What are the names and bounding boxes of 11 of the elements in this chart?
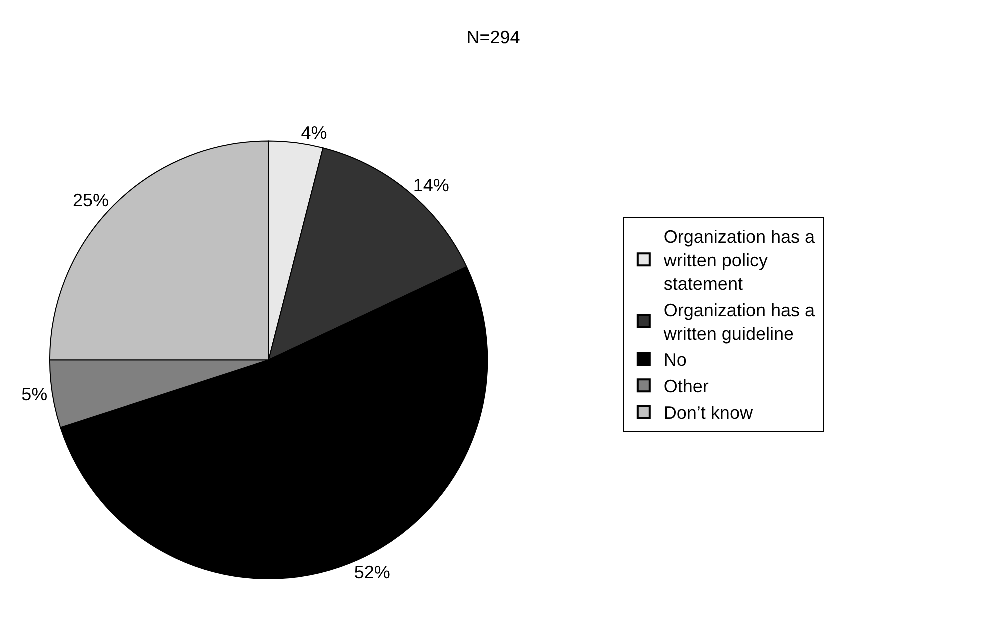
legend-label: Organization has a written guideline <box>662 300 816 344</box>
data-label: 52% <box>354 562 390 582</box>
data-label: 4% <box>301 123 328 144</box>
data-label: 5% <box>22 384 48 405</box>
legend-label: Other <box>664 376 709 397</box>
legend-label: No <box>664 350 687 370</box>
data-label: 14% <box>413 176 450 196</box>
chart-title: N=294 <box>466 28 520 48</box>
legend-label: Organization has a written policy statement <box>662 227 816 294</box>
legend-label: Don’t know <box>664 403 754 424</box>
data-label: 25% <box>73 190 110 210</box>
